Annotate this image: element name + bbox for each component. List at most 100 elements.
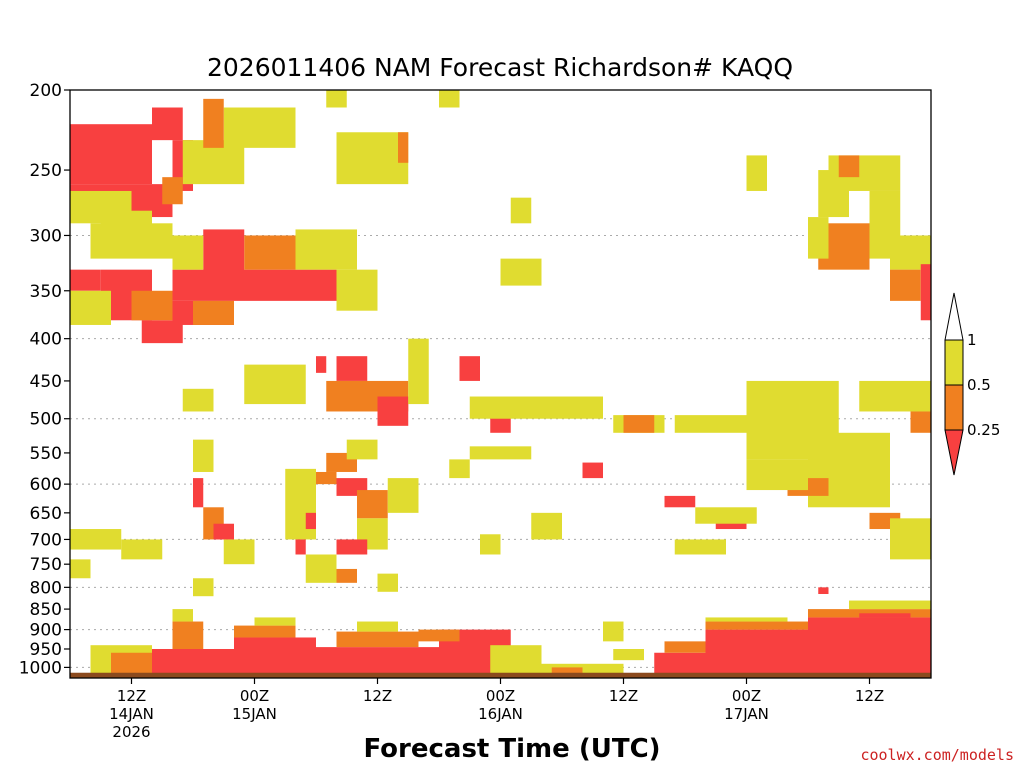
heatmap-cell-103 bbox=[234, 625, 296, 638]
y-tick-label-550: 550 bbox=[30, 444, 62, 464]
heatmap-cell-54 bbox=[695, 507, 757, 524]
heatmap-cell-20 bbox=[336, 269, 378, 311]
heatmap-cell-67 bbox=[920, 264, 931, 321]
y-tick-label-200: 200 bbox=[30, 81, 62, 101]
heatmap-cell-19 bbox=[295, 229, 357, 270]
heatmap-cell-101 bbox=[172, 609, 193, 622]
heatmap-cell-114 bbox=[603, 621, 624, 642]
heatmap-cell-89 bbox=[70, 559, 91, 579]
x-tick-label-3-2: 16JAN bbox=[478, 705, 523, 723]
x-tick-label-1-1: 00Z bbox=[240, 687, 269, 705]
heatmap-cell-63 bbox=[838, 155, 860, 178]
y-tick-label-900: 900 bbox=[30, 621, 62, 641]
heatmap-cell-68 bbox=[746, 155, 767, 191]
y-tick-label-500: 500 bbox=[30, 410, 62, 430]
heatmap-cell-21 bbox=[172, 235, 204, 270]
heatmap-cell-26 bbox=[326, 90, 347, 108]
y-tick-label-250: 250 bbox=[30, 161, 62, 181]
y-tick-label-850: 850 bbox=[30, 600, 62, 620]
x-tick-label-4-1: 12Z bbox=[609, 687, 638, 705]
heatmap-cell-12 bbox=[131, 290, 173, 321]
heatmap-cell-17 bbox=[203, 229, 245, 276]
heatmap-cell-104 bbox=[254, 617, 296, 626]
heatmap-cell-110 bbox=[490, 645, 542, 678]
heatmap-cell-95 bbox=[449, 459, 470, 479]
heatmap-cell-33 bbox=[408, 338, 429, 405]
x-axis-label: Forecast Time (UTC) bbox=[363, 734, 660, 764]
heatmap-cell-40 bbox=[521, 396, 603, 419]
heatmap-cell-57 bbox=[674, 539, 726, 555]
heatmap-cell-80 bbox=[387, 478, 419, 513]
heatmap-cell-117 bbox=[705, 629, 808, 678]
heatmap-cell-70 bbox=[193, 478, 204, 508]
y-tick-label-300: 300 bbox=[30, 226, 62, 246]
heatmap-cell-29 bbox=[510, 197, 532, 224]
heatmap-cell-82 bbox=[346, 439, 378, 460]
y-tick-label-700: 700 bbox=[30, 530, 62, 550]
heatmap-cell-27 bbox=[439, 90, 460, 108]
heatmap-cell-79 bbox=[357, 490, 388, 519]
heatmap-cell-8 bbox=[100, 210, 152, 236]
heatmap-cell-37 bbox=[459, 356, 480, 381]
heatmap-cell-0 bbox=[70, 124, 152, 185]
heatmap-cell-13 bbox=[70, 290, 111, 325]
heatmap-cell-100 bbox=[172, 621, 204, 649]
heatmap-cell-44 bbox=[582, 462, 603, 479]
chart-title: 2026011406 NAM Forecast Richardson# KAQQ bbox=[207, 53, 793, 82]
heatmap-cells bbox=[70, 90, 931, 678]
heatmap-cell-6 bbox=[162, 177, 183, 205]
y-tick-label-650: 650 bbox=[30, 504, 62, 524]
x-tick-label-5-1: 00Z bbox=[732, 687, 761, 705]
heatmap-cell-61 bbox=[808, 217, 829, 259]
x-tick-label-0-3: 2026 bbox=[112, 723, 150, 741]
x-tick-label-5-2: 17JAN bbox=[724, 705, 769, 723]
heatmap-cell-43 bbox=[674, 415, 747, 433]
heatmap-cell-22 bbox=[223, 107, 296, 148]
y-tick-label-400: 400 bbox=[30, 330, 62, 350]
heatmap-cell-76 bbox=[305, 512, 316, 530]
legend-bin-high bbox=[944, 339, 964, 386]
heatmap-cell-49 bbox=[808, 432, 890, 508]
heatmap-cell-91 bbox=[377, 573, 398, 592]
heatmap-cell-122 bbox=[849, 600, 931, 610]
y-tick-label-750: 750 bbox=[30, 555, 62, 575]
ground-surface-band bbox=[70, 672, 931, 678]
heatmap-cell-69 bbox=[193, 439, 214, 472]
heatmap-cell-73 bbox=[213, 523, 234, 540]
heatmap-cell-39 bbox=[469, 396, 521, 419]
heatmap-cell-92 bbox=[480, 534, 501, 555]
heatmap-cell-16 bbox=[193, 300, 234, 325]
credit-link[interactable]: coolwx.com/models bbox=[860, 746, 1014, 764]
x-tick-label-1-2: 15JAN bbox=[232, 705, 277, 723]
heatmap-cell-35 bbox=[182, 388, 214, 412]
y-axis-ticks: 200 250 300 350 400 450 500 550 600 650 700 750 8008… bbox=[19, 81, 70, 678]
x-tick-label-3-1: 00Z bbox=[486, 687, 515, 705]
heatmap-cell-18 bbox=[244, 235, 296, 270]
heatmap-cell-123 bbox=[859, 613, 911, 618]
heatmap-cell-72 bbox=[223, 539, 255, 565]
heatmap-cell-119 bbox=[705, 617, 788, 622]
legend-bin-low bbox=[944, 429, 964, 476]
heatmap-cell-23 bbox=[203, 98, 224, 148]
heatmap-cell-9 bbox=[70, 269, 101, 291]
heatmap-cell-38 bbox=[490, 415, 511, 433]
y-tick-label-800: 800 bbox=[30, 578, 62, 598]
x-tick-label-6-1: 12Z bbox=[855, 687, 884, 705]
heatmap-cell-65 bbox=[890, 235, 931, 270]
legend-top-arrow bbox=[944, 292, 964, 341]
legend-label-1: 0.5 bbox=[967, 376, 991, 394]
heatmap-cell-56 bbox=[890, 518, 931, 560]
heatmap-cell-52 bbox=[664, 495, 696, 508]
heatmap-cell-2 bbox=[152, 107, 183, 141]
heatmap-cell-107 bbox=[357, 621, 398, 632]
heatmap-cell-87 bbox=[70, 529, 122, 550]
heatmap-cell-32 bbox=[377, 396, 409, 426]
legend-label-2: 0.25 bbox=[967, 421, 1000, 439]
heatmap-cell-102 bbox=[234, 637, 316, 678]
heatmap-cell-88 bbox=[121, 539, 163, 560]
heatmap-cell-113 bbox=[613, 648, 644, 661]
y-tick-label-950: 950 bbox=[30, 640, 62, 660]
heatmap-cell-48 bbox=[910, 411, 931, 433]
